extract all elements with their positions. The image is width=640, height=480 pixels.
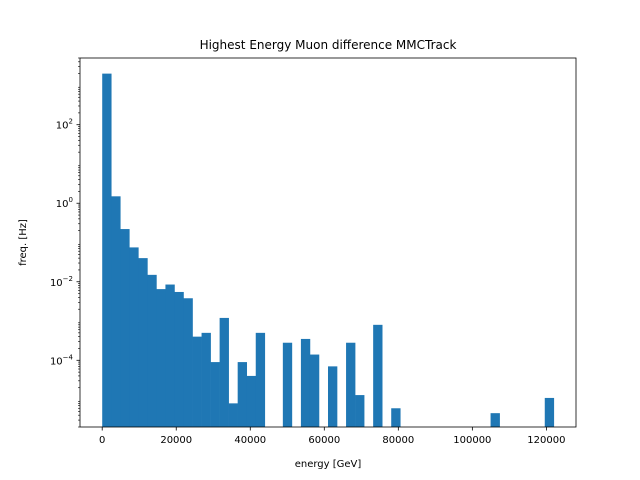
histogram-bar	[355, 395, 365, 427]
histogram-bar	[102, 73, 112, 428]
histogram-bar	[192, 336, 202, 427]
histogram-bar	[309, 354, 320, 427]
histogram-bar	[373, 324, 383, 427]
chart-title: Highest Energy Muon difference MMCTrack	[200, 38, 457, 52]
x-tick-label: 0	[99, 435, 105, 446]
y-tick-label: 100	[56, 196, 73, 210]
histogram-bar	[138, 258, 148, 427]
histogram-bar	[147, 274, 157, 427]
x-axis-label: energy [GeV]	[295, 459, 362, 470]
histogram-bars	[102, 73, 555, 428]
x-tick-label: 60000	[308, 435, 340, 446]
histogram-bar	[165, 284, 175, 427]
histogram-bar	[174, 291, 184, 427]
histogram-bar	[120, 229, 130, 427]
histogram-bar	[346, 342, 356, 427]
histogram-bar	[210, 362, 220, 427]
histogram-bar	[237, 362, 248, 427]
x-tick-label: 20000	[160, 435, 192, 446]
y-axis-label: freq. [Hz]	[18, 219, 29, 266]
histogram-bar	[129, 247, 139, 427]
histogram-bar	[201, 332, 211, 427]
histogram-bar	[246, 375, 257, 427]
x-tick-label: 120000	[527, 435, 565, 446]
y-tick-label: 10−4	[50, 353, 74, 367]
histogram-bar	[490, 413, 500, 427]
y-tick-label: 102	[56, 118, 73, 132]
x-tick-label: 100000	[453, 435, 491, 446]
histogram-bar	[111, 196, 121, 427]
x-tick-label: 40000	[234, 435, 266, 446]
histogram-bar	[255, 332, 266, 427]
x-tick-label: 80000	[382, 435, 414, 446]
histogram-bar	[282, 342, 293, 427]
histogram-bar	[183, 298, 193, 427]
plot-frame	[79, 57, 577, 428]
y-tick-label: 10−2	[50, 275, 73, 289]
x-axis-ticks: 0 20000 40000 60000 80000 100000 120000	[99, 427, 565, 446]
histogram-bar	[300, 338, 311, 427]
histogram-bar	[328, 366, 338, 427]
histogram-bar	[228, 403, 238, 427]
histogram-bar	[219, 317, 229, 427]
y-axis-ticks: 10−4 10−2 100 102	[50, 57, 80, 428]
histogram-bar	[544, 397, 555, 427]
histogram-bar	[391, 408, 401, 427]
histogram-bar	[156, 289, 166, 427]
